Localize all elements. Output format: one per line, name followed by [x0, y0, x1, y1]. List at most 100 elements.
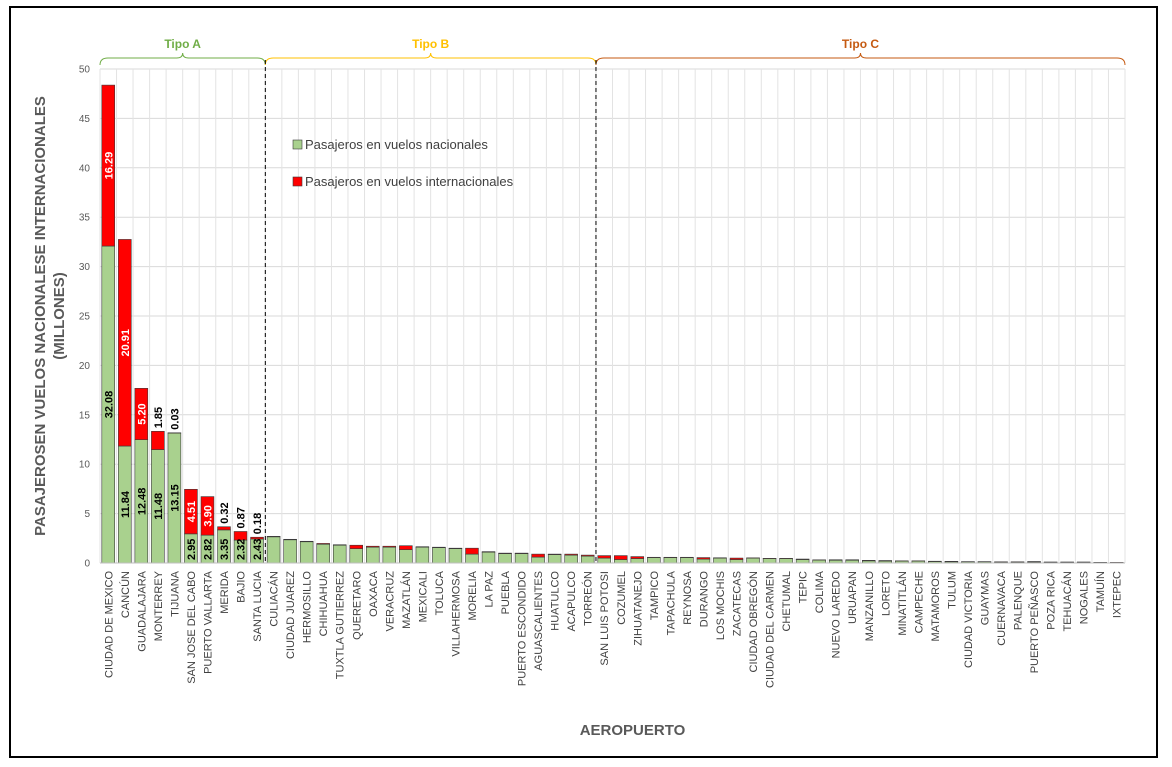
bar-nacional: [597, 557, 611, 564]
group-label: Tipo A: [164, 37, 201, 51]
x-tick-label: COZUMEL: [616, 571, 628, 625]
bar-internacional: [399, 545, 413, 550]
bar-nacional: [680, 557, 694, 564]
data-label: 2.82: [202, 539, 214, 560]
bar-internacional: [349, 544, 363, 549]
bar-internacional: [184, 488, 198, 535]
bar-internacional: [200, 496, 215, 536]
x-tick-label: PUERTO ESCONDIDO: [517, 571, 529, 687]
x-tick-label: COLIMA: [814, 570, 826, 613]
x-tick-label: TULUM: [946, 571, 958, 609]
bar-internacional: [316, 543, 330, 545]
x-tick-label: TEHUACÁN: [1061, 571, 1074, 632]
x-tick-label: POZA RICA: [1046, 570, 1058, 629]
data-label: 2.95: [186, 539, 198, 560]
bar-nacional: [630, 558, 645, 564]
bar-nacional: [465, 553, 479, 564]
bar-nacional: [614, 559, 628, 564]
x-tick-label: MERIDA: [219, 570, 231, 613]
bar-internacional: [630, 556, 645, 559]
x-tick-label: SAN LUIS POTOSI: [599, 571, 611, 666]
group-label: Tipo C: [842, 37, 879, 51]
bar-nacional: [299, 541, 314, 564]
x-tick-label: HUATULCO: [550, 571, 562, 631]
x-tick-label: VILLAHERMOSA: [450, 570, 462, 656]
bar-nacional: [762, 558, 777, 564]
bar-nacional: [448, 548, 463, 564]
legend-swatch-internacional: [292, 176, 303, 187]
bar-internacional: [531, 553, 545, 558]
bar-nacional: [580, 555, 595, 564]
bar-internacional: [729, 557, 744, 560]
data-label: 4.51: [186, 501, 198, 522]
data-label: 3.35: [219, 539, 231, 560]
bar-internacional: [217, 526, 231, 531]
data-label: 1.85: [153, 407, 165, 428]
x-tick-label: GUADALAJARA: [136, 570, 148, 651]
bar-nacional: [746, 557, 760, 564]
data-label: 11.48: [153, 493, 165, 520]
x-tick-label: CIUDAD OBREGÓN: [747, 571, 760, 673]
x-tick-label: PUEBLA: [500, 570, 512, 614]
x-tick-label: CIUDAD DE MEXICO: [103, 571, 115, 678]
x-tick-label: ACAPULCO: [566, 571, 578, 632]
bar-nacional: [349, 548, 363, 564]
bar-internacional: [233, 531, 248, 541]
x-tick-label: TOLUCA: [434, 570, 446, 615]
x-tick-label: PALENQUE: [1013, 571, 1025, 630]
bar-nacional: [795, 559, 810, 564]
bar-internacional: [580, 554, 595, 557]
bar-nacional: [564, 554, 578, 564]
x-tick-label: TAPACHULA: [665, 570, 677, 635]
x-tick-label: OAXACA: [368, 570, 380, 617]
y-tick-label: 0: [84, 559, 90, 570]
group-bracket: [264, 52, 597, 66]
bar-internacional: [382, 545, 397, 548]
y-tick-label: 15: [79, 410, 91, 421]
x-tick-label: LOS MOCHIS: [715, 571, 727, 640]
group-bracket: [99, 52, 266, 66]
bar-nacional: [547, 554, 562, 564]
bar-nacional: [415, 546, 430, 564]
bar-nacional: [382, 546, 397, 564]
bar-nacional: [432, 547, 446, 564]
x-tick-label: DURANGO: [698, 571, 710, 628]
x-tick-label: CAMPECHE: [913, 571, 925, 633]
x-tick-label: URUAPAN: [847, 571, 859, 624]
bar-internacional: [614, 555, 628, 560]
x-tick-label: CIUDAD JUAREZ: [285, 571, 297, 659]
y-tick-label: 10: [79, 460, 91, 471]
bar-nacional: [481, 551, 496, 564]
data-label: 16.29: [103, 152, 115, 180]
y-tick-label: 30: [79, 262, 91, 273]
bar-nacional: [266, 536, 281, 564]
x-tick-label: SAN JOSE DEL CABO: [186, 571, 198, 684]
x-tick-label: ZACATECAS: [731, 571, 743, 636]
x-tick-label: AGUASCALIENTES: [533, 571, 545, 671]
chart-frame: Tipo A Tipo B Tipo C 32.08 16.29 11.84 20.91 1…: [9, 6, 1158, 758]
passengers-bar-chart: Tipo A Tipo B Tipo C 32.08 16.29 11.84 20.91 1…: [32, 37, 1126, 739]
bar-internacional: [118, 239, 132, 447]
legend-label-internacional: Pasajeros en vuelos internacionales: [305, 174, 514, 189]
x-axis-title: AEROPUERTO: [580, 722, 686, 739]
bar-internacional: [597, 555, 611, 559]
x-tick-label: IXTEPEC: [1112, 571, 1124, 618]
x-tick-label: GUAYMAS: [979, 571, 991, 625]
bar-internacional: [151, 430, 165, 450]
x-tick-label: BAJIO: [236, 571, 248, 603]
x-tick-label: VERACRUZ: [384, 571, 396, 632]
bar-internacional: [250, 536, 264, 540]
bar-nacional: [647, 557, 661, 564]
x-tick-label: LA PAZ: [484, 571, 496, 608]
y-tick-label: 5: [84, 509, 90, 520]
legend-label-nacional: Pasajeros en vuelos nacionales: [305, 137, 488, 152]
x-tick-label: MANZANILLO: [864, 571, 876, 642]
data-label: 0.32: [219, 502, 231, 523]
x-tick-label: MATAMOROS: [930, 571, 942, 641]
x-tick-label: CULIACÁN: [268, 571, 281, 627]
x-tick-label: SANTA LUCIA: [252, 570, 264, 641]
x-tick-label: TIJUANA: [169, 570, 181, 617]
bar-nacional: [779, 558, 793, 564]
bar-nacional: [283, 539, 297, 564]
data-label: 0.03: [169, 408, 181, 429]
